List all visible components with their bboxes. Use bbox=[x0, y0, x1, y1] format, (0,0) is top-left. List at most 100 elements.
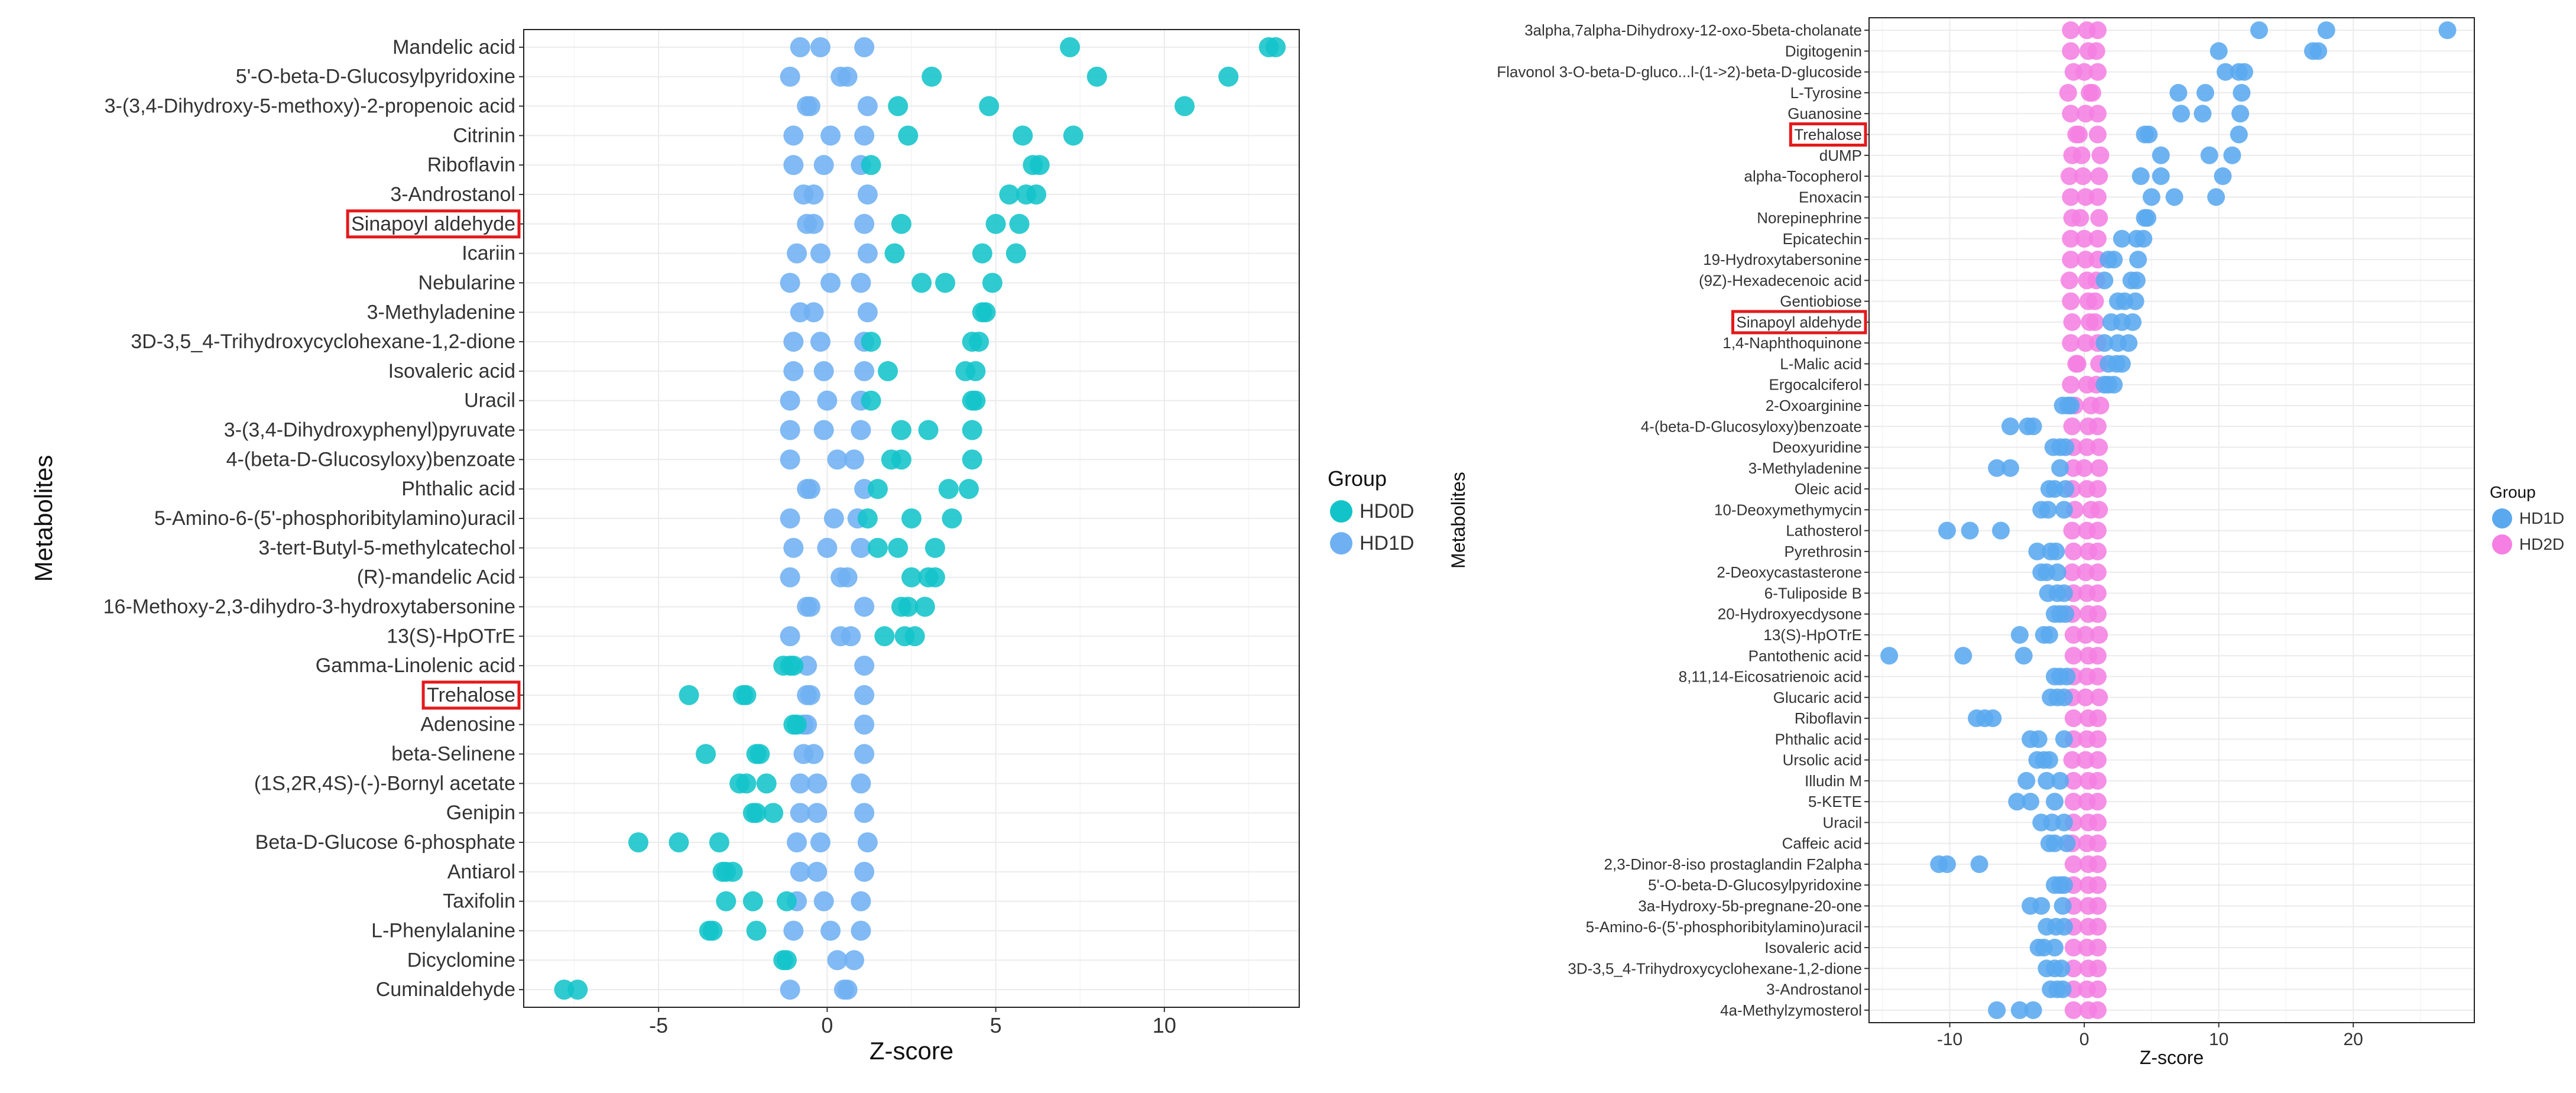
point-hd1d-r-mandelic-acid bbox=[837, 567, 858, 588]
point-hd2d-isovaleric-acid bbox=[2088, 939, 2107, 957]
point-hd1d-16-methoxy-2-3-dihydro-3-hydroxytabersonine bbox=[854, 596, 875, 617]
y-tick-label-alpha-tocopherol: alpha-Tocopherol bbox=[1744, 167, 1862, 185]
point-hd0d-3-3-4-dihydroxyphenyl-pyruvate bbox=[962, 420, 982, 440]
y-tick-label-sinapoyl-aldehyde: Sinapoyl aldehyde bbox=[1737, 313, 1863, 331]
point-hd1d-antiarol bbox=[790, 861, 810, 882]
point-hd2d-ergocalciferol bbox=[2062, 375, 2080, 394]
y-tick-label-6-tuliposide-b: 6-Tuliposide B bbox=[1764, 584, 1862, 602]
point-hd2d-6-tuliposide-b bbox=[2088, 584, 2107, 602]
point-hd1d-trehalose bbox=[2140, 125, 2158, 144]
x-tick-label: 10 bbox=[2209, 1030, 2228, 1049]
y-tick-label-enoxacin: Enoxacin bbox=[1799, 188, 1862, 206]
point-hd2d-oleic-acid bbox=[2088, 480, 2107, 498]
right-dot-plot: 3alpha,7alpha-Dihydroxy-12-oxo-5beta-cho… bbox=[1448, 17, 2564, 1068]
point-hd0d-sinapoyl-aldehyde bbox=[985, 213, 1006, 234]
point-hd0d-3d-3-5-4-trihydroxycyclohexane-1-2-dione bbox=[861, 332, 881, 352]
y-tick-label-isovaleric-acid: Isovaleric acid bbox=[388, 360, 515, 382]
y-tick-label-trehalose: Trehalose bbox=[1794, 126, 1862, 144]
point-hd1d-pantothenic-acid bbox=[1954, 647, 1972, 665]
point-hd2d-pantothenic-acid bbox=[2088, 647, 2107, 665]
point-hd2d-epicatechin bbox=[2075, 229, 2094, 248]
legend-label-hd2d: HD2D bbox=[2519, 535, 2564, 553]
point-hd0d-3-3-4-dihydroxy-5-methoxy-2-propenoic-acid bbox=[1175, 96, 1195, 116]
point-hd1d-isovaleric-acid bbox=[854, 361, 875, 381]
point-hd1d-alpha-tocopherol bbox=[2131, 167, 2150, 186]
point-hd2d-10-deoxymethymycin bbox=[2090, 501, 2108, 519]
y-tick-label-5-amino-6-5-phosphoribitylamino-uracil: 5-Amino-6-(5'-phosphoribitylamino)uracil bbox=[154, 507, 515, 530]
y-tick-label-epicatechin: Epicatechin bbox=[1783, 230, 1862, 248]
point-hd1d-5-o-beta-d-glucosylpyridoxine bbox=[2055, 876, 2073, 894]
point-hd2d-5-o-beta-d-glucosylpyridoxine bbox=[2088, 876, 2107, 894]
y-tick-label-lathosterol: Lathosterol bbox=[1786, 522, 1862, 540]
point-hd2d-l-tyrosine bbox=[2059, 83, 2077, 102]
point-hd0d-1s-2r-4s-bornyl-acetate bbox=[736, 773, 757, 794]
x-tick-label: -5 bbox=[649, 1013, 668, 1037]
point-hd1d-8-11-14-eicosatrienoic-acid bbox=[2058, 667, 2076, 686]
point-hd1d-3-androstanol bbox=[857, 184, 878, 205]
point-hd1d-beta-d-glucose-6-phosphate bbox=[810, 832, 830, 853]
point-hd1d-trehalose bbox=[800, 685, 820, 705]
point-hd0d-r-mandelic-acid bbox=[924, 567, 945, 588]
point-hd1d-dump bbox=[2152, 146, 2170, 164]
legend: Group HD0D HD1D bbox=[1328, 466, 1414, 555]
point-hd2d-l-tyrosine bbox=[2083, 83, 2101, 102]
point-hd1d-4a-methylzymosterol bbox=[1988, 1001, 2006, 1019]
point-hd2d-phthalic-acid bbox=[2088, 730, 2107, 748]
point-hd1d-3-methyladenine bbox=[2001, 459, 2019, 477]
highlight-box-sinapoyl-aldehyde bbox=[1731, 310, 1867, 335]
point-hd0d-phthalic-acid bbox=[867, 479, 888, 500]
point-hd1d-caffeic-acid bbox=[2058, 834, 2076, 852]
point-hd0d-sinapoyl-aldehyde bbox=[1009, 213, 1030, 234]
point-hd0d-3-androstanol bbox=[999, 184, 1020, 205]
y-tick-label-flavonol-3-o-beta-d-gluco-l-1-2-beta-d-glucoside: Flavonol 3-O-beta-D-gluco...l-(1->2)-bet… bbox=[1497, 63, 1862, 81]
point-hd1d-glucaric-acid bbox=[2055, 688, 2073, 706]
point-hd0d-l-phenylalanine bbox=[746, 920, 767, 941]
legend-label-hd1d: HD1D bbox=[2519, 509, 2564, 527]
point-hd1d-10-deoxymethymycin bbox=[2039, 501, 2057, 519]
point-hd0d-3d-3-5-4-trihydroxycyclohexane-1-2-dione bbox=[969, 332, 989, 352]
point-hd1d-sinapoyl-aldehyde bbox=[803, 213, 824, 234]
point-hd1d-guanosine bbox=[2231, 105, 2250, 123]
point-hd1d-phthalic-acid bbox=[2055, 730, 2073, 748]
point-hd1d-1-4-naphthoquinone bbox=[2095, 334, 2114, 352]
y-tick-label-8-11-14-eicosatrienoic-acid: 8,11,14-Eicosatrienoic acid bbox=[1679, 668, 1862, 686]
point-hd2d-epicatechin bbox=[2088, 229, 2107, 248]
y-tick-label-sinapoyl-aldehyde: Sinapoyl aldehyde bbox=[351, 213, 515, 235]
point-hd1d-2-oxoarginine bbox=[2062, 397, 2080, 415]
point-hd1d-4-beta-d-glucosyloxy-benzoate bbox=[2001, 417, 2019, 436]
y-tick-label-nebularine: Nebularine bbox=[418, 271, 515, 294]
point-hd1d-13-s-hpotre bbox=[841, 626, 861, 647]
x-tick-label: 0 bbox=[2079, 1030, 2090, 1049]
y-tick-label-pantothenic-acid: Pantothenic acid bbox=[1748, 647, 1862, 664]
legend-swatch-hd0d bbox=[1330, 500, 1352, 523]
y-tick-label-2-oxoarginine: 2-Oxoarginine bbox=[1766, 397, 1862, 414]
point-hd2d-pantothenic-acid bbox=[2064, 647, 2082, 665]
y-tick-label-caffeic-acid: Caffeic acid bbox=[1782, 835, 1862, 852]
point-hd1d-3-tert-butyl-5-methylcatechol bbox=[817, 537, 838, 558]
point-hd1d-illudin-m bbox=[2038, 771, 2056, 790]
y-tick-label-beta-d-glucose-6-phosphate: Beta-D-Glucose 6-phosphate bbox=[255, 831, 515, 854]
point-hd0d-3-3-4-dihydroxyphenyl-pyruvate bbox=[918, 420, 939, 440]
point-hd1d-4-beta-d-glucosyloxy-benzoate bbox=[2024, 417, 2042, 436]
point-hd2d-guanosine bbox=[2088, 105, 2107, 123]
point-hd0d-3-3-4-dihydroxy-5-methoxy-2-propenoic-acid bbox=[888, 96, 909, 116]
y-tick-label-16-methoxy-2-3-dihydro-3-hydroxytabersonine: 16-Methoxy-2,3-dihydro-3-hydroxytaberson… bbox=[103, 595, 515, 618]
y-tick-label-riboflavin: Riboflavin bbox=[1795, 709, 1862, 727]
point-hd2d-3-methyladenine bbox=[2090, 459, 2108, 477]
point-hd0d-beta-d-glucose-6-phosphate bbox=[669, 832, 689, 853]
point-hd2d-lathosterol bbox=[2088, 521, 2107, 540]
point-hd1d-beta-d-glucose-6-phosphate bbox=[787, 832, 807, 853]
point-hd1d-beta-selinene bbox=[854, 744, 875, 764]
point-hd1d-3-methyladenine bbox=[2051, 459, 2069, 477]
point-hd0d-phthalic-acid bbox=[938, 479, 959, 500]
point-hd1d-dicyclomine bbox=[844, 950, 865, 971]
y-tick-label-3-methyladenine: 3-Methyladenine bbox=[1748, 459, 1862, 477]
point-hd2d-2-3-dinor-8-iso-prostaglandin-f2alpha bbox=[2088, 855, 2107, 873]
point-hd1d-oleic-acid bbox=[2056, 480, 2075, 498]
y-tick-label-beta-selinene: beta-Selinene bbox=[391, 743, 515, 766]
point-hd1d-2-3-dinor-8-iso-prostaglandin-f2alpha bbox=[1970, 855, 1988, 873]
point-hd0d-3-3-4-dihydroxyphenyl-pyruvate bbox=[891, 420, 911, 440]
point-hd0d-13-s-hpotre bbox=[904, 626, 925, 647]
point-hd1d-taxifolin bbox=[851, 891, 871, 912]
point-hd1d-isovaleric-acid bbox=[2046, 939, 2064, 957]
